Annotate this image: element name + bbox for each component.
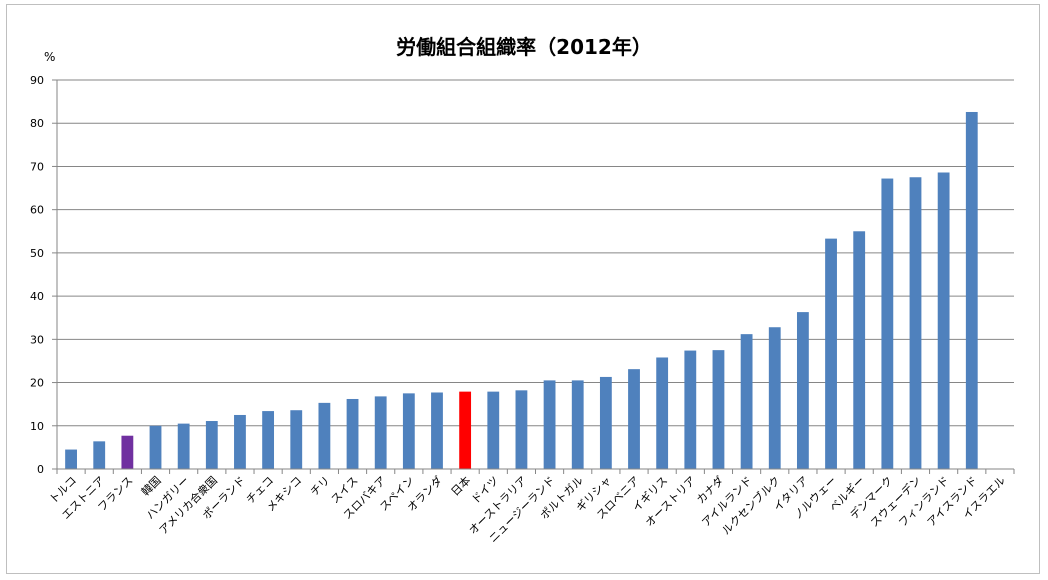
bar — [740, 334, 753, 469]
bar — [656, 357, 669, 469]
bar — [402, 393, 415, 469]
axes — [56, 80, 1015, 474]
x-tick-label: 韓国 — [139, 474, 164, 499]
bar — [121, 435, 134, 469]
bar — [515, 390, 528, 469]
y-tick-labels: 0 10 20 30 40 50 60 70 80 90 — [30, 74, 44, 476]
bar — [599, 376, 612, 469]
bar — [825, 238, 837, 469]
y-tick-label: 10 — [30, 420, 44, 433]
bar — [374, 396, 387, 469]
y-tick-label: 30 — [30, 333, 44, 346]
bar — [909, 177, 922, 469]
x-tick-label: チリ — [308, 474, 333, 499]
bar — [796, 312, 809, 469]
gridlines — [52, 79, 1014, 470]
bar — [768, 327, 781, 469]
bar — [965, 111, 978, 470]
bar — [234, 414, 246, 469]
bar — [487, 391, 500, 469]
bar — [93, 441, 106, 469]
bars — [65, 111, 978, 470]
bar — [853, 231, 866, 469]
bar — [684, 350, 697, 469]
y-tick-label: 50 — [30, 247, 44, 260]
bar — [431, 392, 443, 469]
bar — [177, 423, 190, 469]
chart-frame — [6, 4, 1040, 574]
bar — [205, 421, 218, 469]
bar — [149, 425, 162, 469]
y-tick-label: 60 — [30, 204, 44, 217]
bar — [881, 178, 894, 469]
bar — [262, 411, 275, 469]
bar — [65, 449, 77, 469]
bar — [712, 350, 725, 469]
y-tick-label: 70 — [30, 160, 44, 173]
bar — [346, 398, 359, 469]
x-tick-label: 日本 — [448, 473, 473, 498]
chart-title: 労働組合組織率（2012年） — [396, 35, 652, 59]
y-tick-label: 80 — [30, 117, 44, 130]
bar — [628, 369, 640, 469]
bar — [543, 380, 556, 469]
y-unit-label: % — [44, 50, 55, 64]
y-tick-label: 0 — [37, 463, 44, 476]
bar — [318, 402, 331, 469]
bar — [937, 172, 950, 470]
y-tick-label: 40 — [30, 290, 44, 303]
bar — [459, 391, 472, 469]
bar — [290, 410, 303, 469]
y-tick-label: 90 — [30, 74, 44, 87]
y-tick-label: 20 — [30, 377, 44, 390]
bar — [571, 380, 584, 469]
